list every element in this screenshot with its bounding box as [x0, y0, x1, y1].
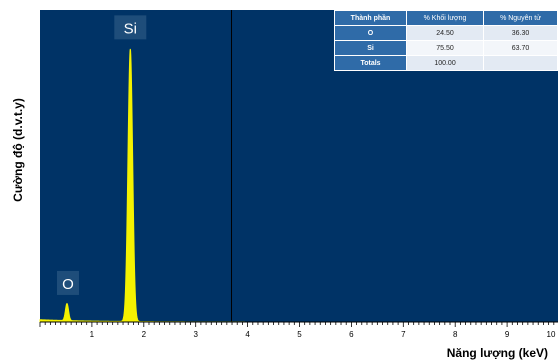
x-tick-label: 4 — [245, 330, 250, 339]
svg-text:Si: Si — [124, 20, 137, 37]
header-mass-percent: % Khối lượng — [406, 10, 485, 26]
row-element: Totals — [333, 55, 408, 71]
table-row: Totals 100.00 — [333, 55, 558, 71]
row-mass: 75.50 — [406, 40, 485, 56]
peak-label-o: O — [56, 270, 79, 295]
x-tick-label: 5 — [297, 330, 302, 339]
table-row: Si 75.50 63.70 — [333, 40, 558, 56]
peak-label-si: Si — [114, 15, 147, 40]
x-tick-label: 9 — [505, 330, 510, 339]
row-element: O — [333, 25, 408, 41]
x-tick-label: 10 — [547, 330, 556, 339]
y-axis-label: Cường độ (d.v.t.y) — [11, 98, 25, 202]
row-element: Si — [333, 40, 408, 56]
table-row: O 24.50 36.30 — [333, 25, 558, 41]
row-mass: 100.00 — [406, 55, 485, 71]
table-header-row: Thành phần % Khối lượng % Nguyên tử — [333, 10, 558, 26]
composition-table: Thành phần % Khối lượng % Nguyên tử O 24… — [333, 10, 558, 71]
x-tick-label: 6 — [349, 330, 354, 339]
header-atomic-percent: % Nguyên tử — [483, 10, 558, 26]
x-tick-label: 8 — [453, 330, 458, 339]
row-atomic — [483, 55, 558, 71]
svg-text:O: O — [62, 276, 74, 293]
row-atomic: 63.70 — [483, 40, 558, 56]
x-tick-label: 3 — [193, 330, 198, 339]
x-tick-label: 7 — [401, 330, 406, 339]
x-tick-label: 1 — [90, 330, 95, 339]
header-element: Thành phần — [333, 10, 408, 26]
x-axis-label: Năng lượng (keV) — [447, 346, 548, 360]
row-mass: 24.50 — [406, 25, 485, 41]
row-atomic: 36.30 — [483, 25, 558, 41]
x-tick-label: 2 — [142, 330, 147, 339]
